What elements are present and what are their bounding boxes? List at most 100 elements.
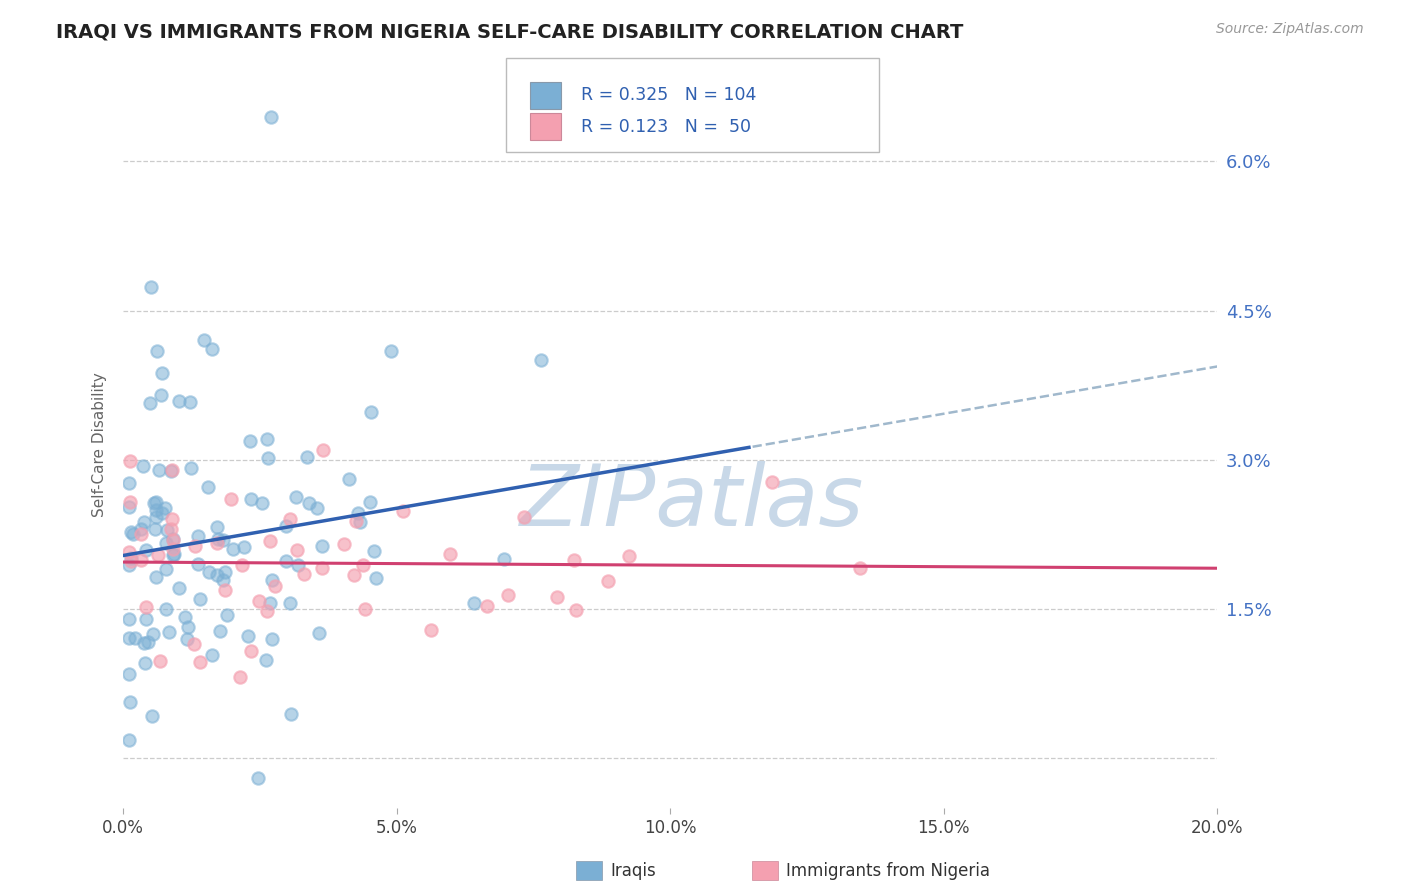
Point	[183, 637, 205, 651]
Point	[380, 344, 402, 359]
Point	[257, 450, 280, 465]
Point	[295, 450, 318, 465]
Point	[150, 388, 173, 402]
Point	[198, 565, 221, 579]
Point	[167, 393, 190, 408]
Point	[176, 632, 198, 647]
Point	[135, 599, 157, 614]
Point	[344, 514, 367, 528]
Point	[118, 612, 141, 626]
Point	[187, 529, 209, 543]
Point	[162, 533, 184, 547]
Point	[120, 525, 142, 540]
Point	[285, 543, 308, 558]
Point	[207, 533, 229, 547]
Point	[135, 543, 157, 558]
Point	[145, 503, 167, 517]
Point	[308, 626, 330, 640]
Point	[162, 512, 184, 526]
Point	[513, 510, 536, 524]
Point	[392, 504, 415, 518]
Point	[135, 611, 157, 625]
Point	[153, 500, 176, 515]
Point	[274, 554, 297, 568]
Text: Iraqis: Iraqis	[610, 862, 657, 880]
Point	[131, 527, 153, 541]
Point	[118, 454, 141, 468]
Point	[565, 602, 588, 616]
Point	[274, 518, 297, 533]
Text: R = 0.325   N = 104: R = 0.325 N = 104	[581, 87, 756, 104]
Point	[259, 534, 281, 549]
Point	[143, 522, 166, 536]
Point	[118, 558, 141, 572]
Point	[167, 581, 190, 595]
Text: IRAQI VS IMMIGRANTS FROM NIGERIA SELF-CARE DISABILITY CORRELATION CHART: IRAQI VS IMMIGRANTS FROM NIGERIA SELF-CA…	[56, 22, 963, 41]
Point	[155, 535, 177, 549]
Point	[280, 706, 302, 721]
Point	[162, 542, 184, 557]
Point	[146, 344, 169, 359]
Point	[193, 334, 215, 348]
Point	[118, 695, 141, 709]
Point	[278, 596, 301, 610]
Point	[138, 635, 160, 649]
Point	[139, 280, 162, 294]
Text: Source: ZipAtlas.com: Source: ZipAtlas.com	[1216, 22, 1364, 37]
Point	[278, 512, 301, 526]
Point	[420, 623, 443, 637]
Point	[201, 342, 224, 356]
Point	[298, 496, 321, 510]
Point	[312, 442, 335, 457]
Point	[222, 542, 245, 557]
Point	[122, 527, 145, 541]
Point	[184, 539, 207, 553]
Point	[150, 367, 173, 381]
Point	[250, 496, 273, 510]
Point	[162, 533, 184, 547]
Point	[118, 733, 141, 747]
Point	[848, 560, 870, 574]
Point	[247, 771, 270, 785]
Point	[207, 520, 229, 534]
Point	[139, 396, 162, 410]
Point	[149, 654, 172, 668]
Point	[180, 461, 202, 475]
Point	[145, 570, 167, 584]
Point	[546, 590, 568, 604]
Point	[179, 394, 201, 409]
Point	[254, 653, 277, 667]
Point	[132, 458, 155, 473]
Point	[332, 537, 354, 551]
Point	[311, 561, 333, 575]
Point	[239, 434, 262, 449]
Point	[124, 631, 146, 645]
Point	[530, 352, 553, 367]
Point	[231, 558, 253, 573]
Point	[160, 464, 183, 478]
Point	[150, 506, 173, 520]
Point	[354, 602, 377, 616]
Text: R = 0.123   N =  50: R = 0.123 N = 50	[581, 118, 751, 136]
Text: Immigrants from Nigeria: Immigrants from Nigeria	[786, 862, 990, 880]
Point	[212, 533, 235, 547]
Point	[145, 509, 167, 524]
Point	[229, 670, 252, 684]
Point	[118, 631, 141, 645]
Point	[349, 516, 371, 530]
Point	[162, 548, 184, 562]
Point	[215, 607, 238, 622]
Point	[188, 591, 211, 606]
Point	[256, 604, 278, 618]
Point	[598, 574, 620, 588]
Point	[284, 490, 307, 504]
Point	[219, 492, 242, 507]
Point	[292, 567, 315, 582]
Point	[207, 536, 229, 550]
Point	[236, 629, 259, 643]
Point	[247, 593, 270, 607]
Point	[439, 547, 461, 561]
Point	[148, 463, 170, 477]
Point	[347, 506, 370, 520]
Point	[132, 635, 155, 649]
